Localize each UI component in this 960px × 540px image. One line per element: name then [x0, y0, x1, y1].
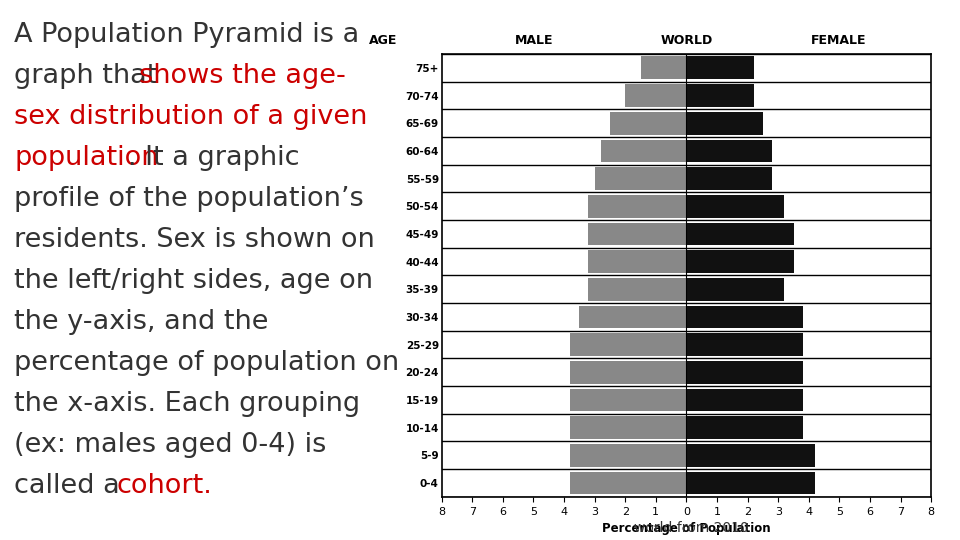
Bar — [686, 361, 803, 383]
Bar — [625, 84, 686, 107]
Bar — [570, 416, 686, 439]
Text: profile of the population’s: profile of the population’s — [14, 186, 364, 212]
Bar — [686, 333, 803, 356]
Text: graph that: graph that — [14, 63, 166, 89]
Text: the y-axis, and the: the y-axis, and the — [14, 309, 269, 335]
Text: FEMALE: FEMALE — [810, 35, 866, 48]
Bar — [570, 333, 686, 356]
Bar — [601, 139, 686, 162]
Text: the left/right sides, age on: the left/right sides, age on — [14, 268, 373, 294]
Text: the x-axis. Each grouping: the x-axis. Each grouping — [14, 391, 361, 417]
Text: AGE: AGE — [369, 35, 397, 48]
Text: sex distribution of a given: sex distribution of a given — [14, 104, 368, 130]
Bar — [686, 195, 784, 218]
Text: cohort.: cohort. — [116, 473, 212, 499]
Bar — [686, 139, 772, 162]
Text: . It a graphic: . It a graphic — [128, 145, 300, 171]
X-axis label: Percentage of Population: Percentage of Population — [602, 522, 771, 535]
Bar — [594, 167, 686, 190]
Bar — [686, 306, 803, 328]
Text: A Population Pyramid is a: A Population Pyramid is a — [14, 22, 360, 48]
Bar — [579, 306, 686, 328]
Bar — [686, 471, 815, 494]
Bar — [588, 278, 686, 301]
Bar — [686, 444, 815, 467]
Text: WORLD: WORLD — [660, 35, 712, 48]
Bar — [686, 250, 794, 273]
Bar — [570, 444, 686, 467]
Bar — [686, 389, 803, 411]
Bar — [686, 112, 763, 134]
Bar — [570, 361, 686, 383]
Bar — [686, 278, 784, 301]
Text: residents. Sex is shown on: residents. Sex is shown on — [14, 227, 375, 253]
Text: (ex: males aged 0-4) is: (ex: males aged 0-4) is — [14, 432, 326, 458]
Bar — [686, 84, 754, 107]
Text: shows the age-: shows the age- — [139, 63, 346, 89]
Text: percentage of population on: percentage of population on — [14, 350, 399, 376]
Text: called a: called a — [14, 473, 129, 499]
Bar — [588, 222, 686, 245]
Bar — [588, 250, 686, 273]
Bar — [686, 416, 803, 439]
Text: population: population — [14, 145, 159, 171]
Bar — [588, 195, 686, 218]
Bar — [570, 471, 686, 494]
Text: MALE: MALE — [516, 35, 554, 48]
Text: world from 2010: world from 2010 — [634, 521, 749, 535]
Bar — [686, 222, 794, 245]
Bar — [686, 167, 772, 190]
Bar — [570, 389, 686, 411]
Bar — [686, 57, 754, 79]
Bar — [610, 112, 686, 134]
Bar — [640, 57, 686, 79]
